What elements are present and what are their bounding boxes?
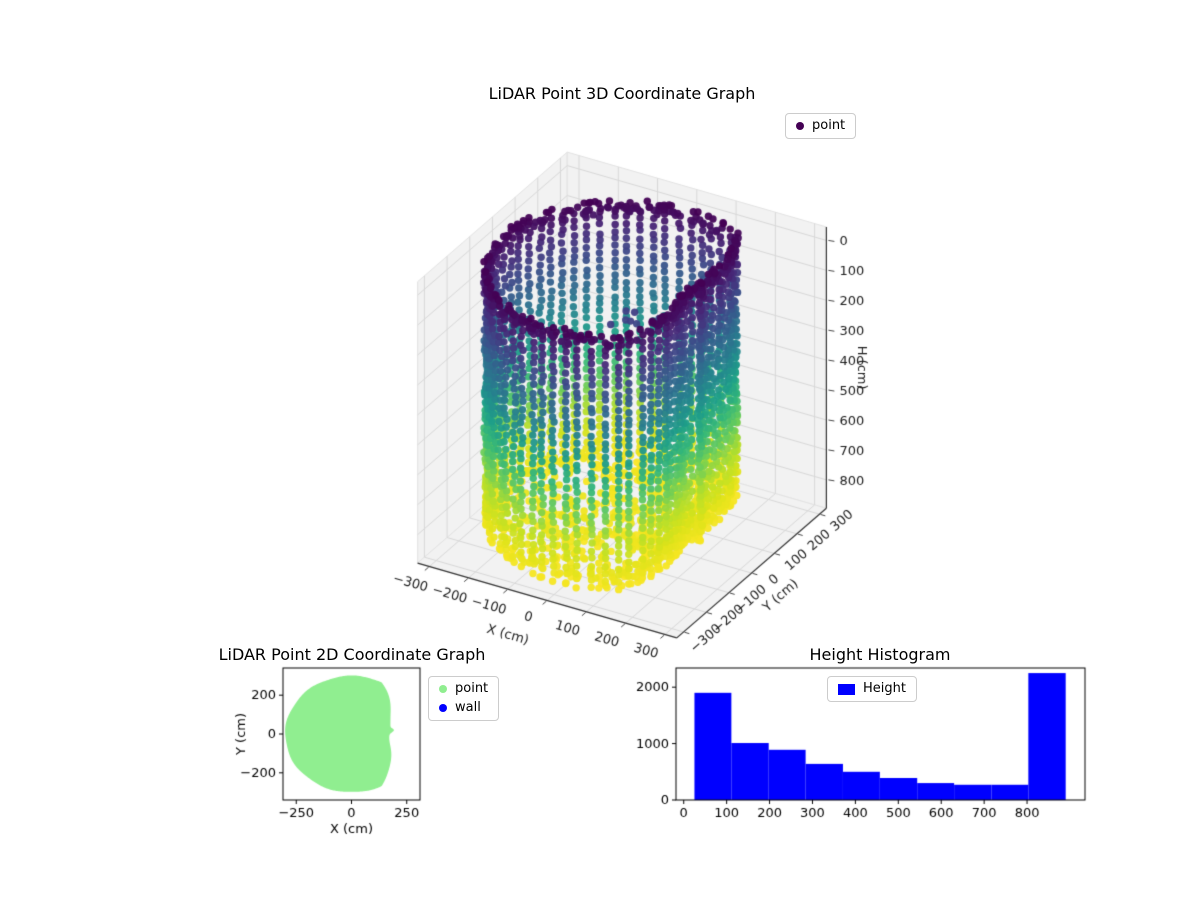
histogram-legend: Height	[827, 676, 917, 702]
plot3d-legend: point	[785, 113, 857, 139]
legend-label-height: Height	[863, 681, 906, 696]
legend-item-height: Height	[838, 681, 906, 697]
point-2d-marker-icon	[439, 685, 447, 693]
legend-item-point-3d: point	[796, 118, 845, 134]
plot2d-canvas	[220, 638, 550, 868]
legend-item-point-2d: point	[439, 681, 488, 697]
point-marker-icon	[796, 122, 804, 130]
legend-label-point-2d: point	[455, 681, 489, 696]
plot2d-legend: point wall	[428, 676, 500, 721]
legend-label-point-3d: point	[812, 118, 846, 133]
histogram-canvas	[610, 638, 1140, 873]
plot3d-canvas	[360, 85, 920, 705]
height-marker-icon	[838, 683, 855, 695]
wall-marker-icon	[439, 704, 447, 712]
legend-item-wall-2d: wall	[439, 700, 488, 716]
legend-label-wall-2d: wall	[455, 700, 481, 715]
